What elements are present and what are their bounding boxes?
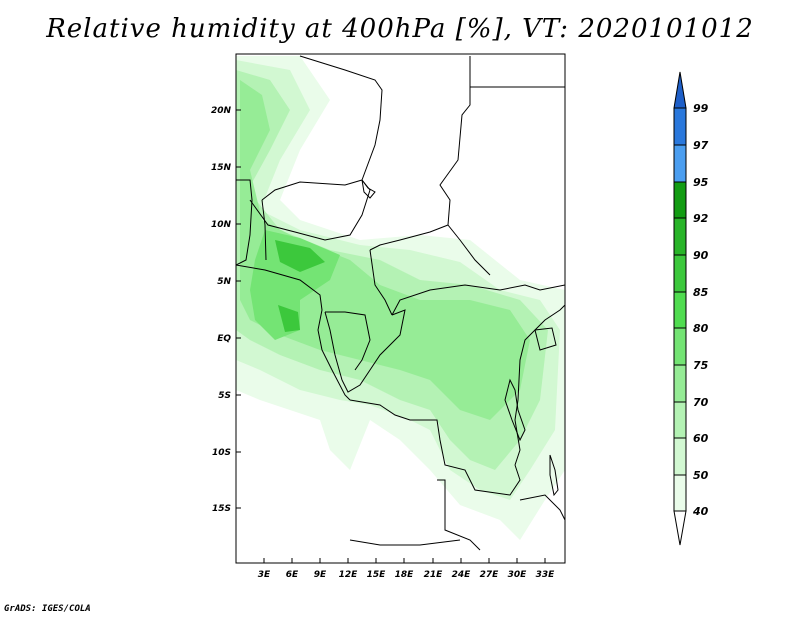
lon-label: 6E	[286, 570, 299, 580]
colorbar-segment-70-75	[673, 364, 687, 403]
lake-chad	[361, 179, 376, 199]
border-coast	[236, 264, 351, 401]
colorbar-label: 90	[693, 249, 709, 262]
colorbar-label: 95	[693, 176, 709, 189]
lat-label: EQ	[217, 334, 231, 344]
border-benin	[261, 199, 267, 261]
lat-label: 10S	[212, 448, 231, 458]
colorbar-labels: 99 97 95 92 90 85 80 75 70 60 50 40	[692, 102, 709, 518]
grads-credit: GrADS: IGES/COLA	[4, 604, 91, 614]
lon-label: 3E	[258, 570, 271, 580]
lon-label: 24E	[452, 570, 472, 580]
lat-label: 10N	[211, 220, 232, 230]
colorbar-segment-50-60	[673, 437, 687, 476]
latitude-axis: 20N 15N 10N 5N EQ 5S 10S 15S	[211, 106, 232, 514]
humidity-shading	[236, 56, 565, 540]
longitude-axis: 3E 6E 9E 12E 15E 18E 21E 24E 27E 30E 33E	[258, 570, 555, 580]
colorbar-segment-below-40	[673, 510, 687, 546]
border-sudan-west	[439, 56, 491, 276]
chart-title: Relative humidity at 400hPa [%], VT: 202…	[46, 14, 754, 44]
lake-malawi	[549, 454, 559, 497]
lon-label: 9E	[314, 570, 327, 580]
lon-label: 18E	[395, 570, 415, 580]
colorbar-label: 99	[693, 102, 709, 115]
colorbar	[673, 71, 687, 546]
lat-label: 5N	[217, 277, 231, 287]
humidity-field-85	[275, 240, 325, 272]
border-libya-chad	[299, 55, 383, 181]
humidity-field-85b	[278, 305, 300, 332]
border-chad-car	[369, 224, 449, 251]
colorbar-segment-85-90	[673, 254, 687, 293]
colorbar-segment-90-92	[673, 217, 687, 256]
colorbar-segment-95-97	[673, 144, 687, 183]
map-frame	[235, 53, 566, 564]
latitude-ticks	[236, 109, 241, 509]
border-congo-drc	[324, 309, 406, 393]
longitude-ticks	[263, 558, 546, 563]
colorbar-label: 80	[693, 322, 709, 335]
lat-label: 5S	[218, 391, 231, 401]
lat-label: 15N	[211, 163, 232, 173]
colorbar-label: 60	[693, 432, 709, 445]
border-car-drc	[391, 284, 565, 316]
border-cameroon-car	[369, 249, 393, 316]
lon-label: 27E	[480, 570, 500, 580]
lon-label: 21E	[424, 570, 444, 580]
lat-label: 20N	[211, 106, 232, 116]
colorbar-segment-97-99	[673, 107, 687, 146]
colorbar-segment-40-50	[673, 474, 687, 512]
lake-victoria	[534, 327, 557, 351]
colorbar-segment-above-99	[673, 71, 687, 109]
colorbar-label: 40	[692, 505, 709, 518]
colorbar-segment-60-70	[673, 401, 687, 439]
colorbar-segment-80-85	[673, 291, 687, 329]
lat-label: 15S	[212, 504, 231, 514]
lon-label: 15E	[367, 570, 387, 580]
border-angola-zambia	[437, 479, 481, 551]
colorbar-label: 50	[693, 469, 709, 482]
border-gabon	[325, 311, 371, 371]
lake-tanganyika	[504, 378, 526, 442]
humidity-field-70	[240, 80, 530, 420]
lon-label: 30E	[508, 570, 528, 580]
colorbar-label: 75	[693, 359, 709, 372]
colorbar-label: 92	[693, 212, 709, 225]
colorbar-label: 97	[693, 139, 709, 152]
border-namibia	[349, 539, 461, 546]
border-mozambique	[519, 494, 565, 521]
lon-label: 33E	[536, 570, 556, 580]
border-drc-angola	[349, 399, 521, 496]
colorbar-segment-75-80	[673, 327, 687, 366]
lon-label: 12E	[339, 570, 359, 580]
country-borders	[236, 55, 565, 551]
border-nigeria-cameroon	[249, 179, 371, 241]
colorbar-label: 85	[693, 286, 709, 299]
border-niger-chad	[261, 179, 363, 201]
colorbar-label: 70	[693, 396, 709, 409]
colorbar-segment-92-95	[673, 181, 687, 219]
border-west-africa	[236, 179, 253, 266]
